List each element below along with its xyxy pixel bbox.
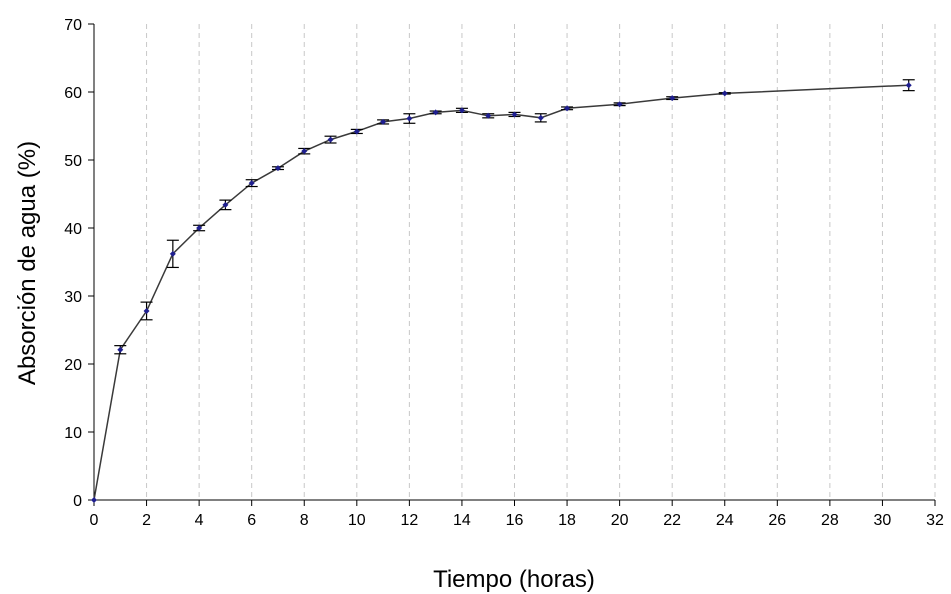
- x-tick-label-0: 0: [90, 512, 99, 529]
- x-axis-ticks: 0 2 4 6 8 10 12 14 16 18 20 22 24 26 28 30 32: [90, 500, 944, 529]
- data-point-13: [432, 109, 439, 116]
- data-point-4: [196, 225, 203, 231]
- x-tick-label-24: 24: [716, 512, 734, 529]
- data-point-12: [406, 115, 413, 122]
- data-point-1: [117, 346, 124, 353]
- x-tick-label-28: 28: [821, 512, 839, 529]
- x-tick-label-32: 32: [926, 512, 944, 529]
- data-point-9: [327, 136, 334, 143]
- data-point-17: [537, 114, 544, 121]
- y-tick-label-70: 70: [64, 17, 82, 34]
- x-tick-label-8: 8: [300, 512, 309, 529]
- grid-lines: [146, 24, 936, 500]
- y-tick-label-50: 50: [64, 153, 82, 170]
- x-tick-label-26: 26: [768, 512, 786, 529]
- data-point-16: [511, 111, 518, 118]
- data-point-10: [353, 128, 360, 135]
- y-tick-label-0: 0: [73, 493, 82, 510]
- x-tick-label-10: 10: [348, 512, 366, 529]
- x-tick-label-16: 16: [506, 512, 524, 529]
- x-tick-label-30: 30: [874, 512, 892, 529]
- data-point-15: [485, 112, 492, 119]
- x-axis-title: Tiempo (horas): [433, 566, 595, 593]
- y-tick-label-40: 40: [64, 221, 82, 238]
- y-tick-label-10: 10: [64, 425, 82, 442]
- data-point-19: [616, 101, 623, 108]
- x-tick-label-18: 18: [558, 512, 576, 529]
- data-point-5: [222, 201, 229, 208]
- y-axis-ticks: 0 10 20 30 40 50 60 70: [64, 17, 94, 510]
- y-axis-title: Absorción de agua (%): [14, 141, 41, 385]
- y-tick-label-20: 20: [64, 357, 82, 374]
- data-point-2: [143, 307, 150, 314]
- x-tick-label-4: 4: [195, 512, 204, 529]
- y-tick-label-60: 60: [64, 85, 82, 102]
- data-point-20: [669, 95, 676, 102]
- data-point-11: [380, 118, 387, 125]
- data-point-3: [169, 250, 176, 257]
- x-tick-label-12: 12: [400, 512, 418, 529]
- x-tick-label-22: 22: [663, 512, 681, 529]
- x-tick-label-6: 6: [247, 512, 256, 529]
- data-point-6: [248, 180, 255, 187]
- y-tick-label-30: 30: [64, 289, 82, 306]
- data-point-7: [274, 165, 281, 172]
- data-point-18: [564, 105, 571, 112]
- x-tick-label-2: 2: [142, 512, 151, 529]
- data-point-8: [301, 148, 308, 155]
- data-point-22: [905, 82, 912, 89]
- series-line-0: [93, 84, 909, 501]
- data-point-21: [721, 90, 728, 97]
- data-point-14: [458, 107, 465, 114]
- series-layer: [91, 79, 915, 503]
- x-tick-label-20: 20: [611, 512, 629, 529]
- x-tick-label-14: 14: [453, 512, 471, 529]
- data-point-0: [91, 497, 97, 503]
